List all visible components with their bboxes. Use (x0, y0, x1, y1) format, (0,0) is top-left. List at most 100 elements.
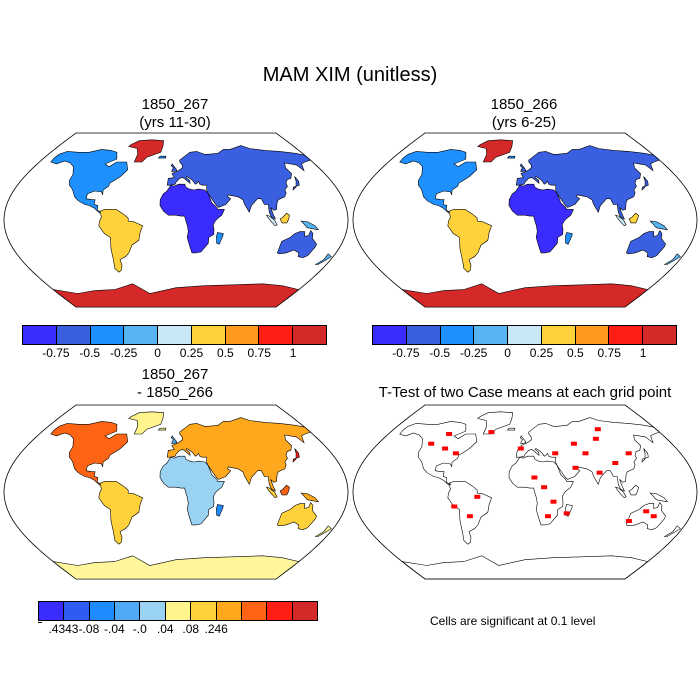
colorbar-swatch (165, 602, 192, 620)
map-landmass-borneo (628, 212, 639, 224)
significant-cell (582, 451, 589, 456)
map-landmass-newGuinea (649, 220, 669, 231)
map-landmass-southAmerica (98, 481, 143, 545)
map-landmass-eurasia (166, 417, 311, 492)
map-landmass-sumatra (614, 486, 627, 499)
map-landmass-northAmerica (50, 149, 129, 214)
panel-title-bottom-left: 1850_267 - 1850_266 (75, 366, 275, 402)
significant-cell (550, 499, 557, 504)
map-landmass-madagascar (216, 504, 224, 517)
colorbar-swatch (89, 602, 116, 620)
colorbar-swatch (23, 326, 57, 344)
map-landmass-borneo (628, 484, 639, 496)
map-globe-outline (352, 404, 698, 580)
colorbar-tick-label: -0.75 (42, 346, 70, 360)
map-landmass-iceland (506, 155, 516, 159)
map-landmass-antarctica (53, 555, 300, 580)
colorbar-ticks-bottom-left: .4343 -.08 -.04 -.0 .04 .08 .246 (38, 622, 318, 638)
colorbar-tick-label: 0.5 (566, 346, 584, 360)
map-landmass-africa (159, 455, 225, 526)
panel-title-line1: 1850_267 (141, 96, 209, 113)
significant-cell (643, 509, 650, 514)
colorbar-tick-label: 0.25 (529, 346, 554, 360)
colorbar-swatch (267, 602, 293, 620)
colorbar-swatch (609, 326, 644, 344)
colorbar-swatch (225, 326, 260, 344)
map-landmass-antarctica (53, 283, 300, 308)
panel-title-top-right: 1850_266 (yrs 6-25) (424, 96, 624, 132)
panel-title-line2: (yrs 11-30) (139, 114, 211, 131)
map-landmass-iceland (506, 427, 516, 431)
significant-cell (466, 514, 473, 519)
map-landmass-japan (292, 448, 300, 463)
map-landmass-greenland (477, 411, 514, 435)
map-landmass-newZealand (663, 253, 681, 265)
significant-cell (545, 514, 551, 519)
colorbar-swatch (158, 326, 192, 344)
map-landmass-japan (292, 176, 300, 191)
significant-cell (541, 485, 548, 490)
colorbar-swatch (474, 326, 509, 344)
significant-cell (563, 511, 570, 516)
colorbar-tick-label: -.08 (78, 622, 100, 636)
map-landmass-iceland (157, 427, 167, 431)
colorbar-tick-label: .246 (204, 622, 228, 636)
significant-cell (612, 461, 619, 465)
map-landmass-northAmerica (50, 421, 129, 486)
colorbar-tick-label: -.04 (104, 622, 125, 636)
colorbar-top-right (372, 325, 677, 345)
map-landmass-eurasia (166, 145, 311, 220)
colorbar-ticks-top-right: -0.75 -0.5 -0.25 0 0.25 0.5 0.75 1 (372, 346, 677, 362)
colorbar-tick-label: .04 (156, 622, 174, 636)
map-landmass-northAmerica (399, 421, 478, 486)
map-panel-top-left (3, 132, 349, 308)
map-landmass-sumatra (265, 214, 278, 227)
map-landmass-newGuinea (300, 492, 320, 503)
map-panel-bottom-left (3, 404, 349, 580)
colorbar-swatch (64, 602, 90, 620)
colorbar-swatch (124, 326, 159, 344)
significant-cell (488, 430, 495, 435)
panel-title-line1: 1850_267 (141, 366, 209, 383)
colorbar-swatch (115, 602, 141, 620)
colorbar-tick-label: -.0 (132, 622, 147, 636)
colorbar-swatch (191, 602, 217, 620)
colorbar-tick-label: 0.75 (597, 346, 621, 360)
colorbar-swatch (259, 326, 294, 344)
map-landmass-greenland (128, 411, 165, 435)
colorbar-top-left (22, 325, 327, 345)
panel-title-line1: 1850_266 (490, 96, 558, 113)
colorbar-tick-label: 1 (639, 346, 647, 360)
panel-title-line2: (yrs 6-25) (491, 114, 557, 131)
colorbar-tick-label: 0 (154, 346, 161, 360)
main-title: MAM XIM (unitless) (262, 64, 438, 86)
map-landmass-sumatra (265, 486, 278, 499)
significant-cell (552, 451, 559, 456)
colorbar-tick-label: -0.5 (79, 346, 101, 360)
colorbar-ticks-top-left: -0.75 -0.5 -0.25 0 0.25 0.5 0.75 1 (22, 346, 327, 362)
map-landmass-greenland (477, 139, 514, 163)
map-landmass-newZealand (663, 525, 681, 537)
colorbar-swatch (406, 326, 441, 344)
significant-cell (451, 504, 458, 509)
map-landmass-newZealand (314, 253, 332, 265)
map-landmass-australia (276, 502, 317, 531)
map-landmass-britain (170, 435, 178, 445)
map-landmass-japan (641, 448, 649, 463)
map-landmass-japan (641, 176, 649, 191)
colorbar-swatch (643, 326, 677, 344)
colorbar-swatch (241, 602, 268, 620)
colorbar-tick-label: 0.5 (216, 346, 234, 360)
map-landmass-borneo (279, 484, 290, 496)
significant-cell (625, 451, 632, 456)
map-landmass-eurasia (515, 417, 660, 492)
colorbar-tick-label: 0.25 (179, 346, 204, 360)
colorbar-swatch (292, 602, 317, 620)
map-landmass-northAmerica (399, 149, 478, 214)
map-landmass-africa (159, 183, 225, 254)
map-landmass-britain (170, 163, 178, 173)
map-landmass-africa (508, 183, 574, 254)
colorbar-tick-label: 0 (504, 346, 511, 360)
colorbar-swatch (191, 326, 226, 344)
map-landmass-antarctica (402, 283, 649, 308)
